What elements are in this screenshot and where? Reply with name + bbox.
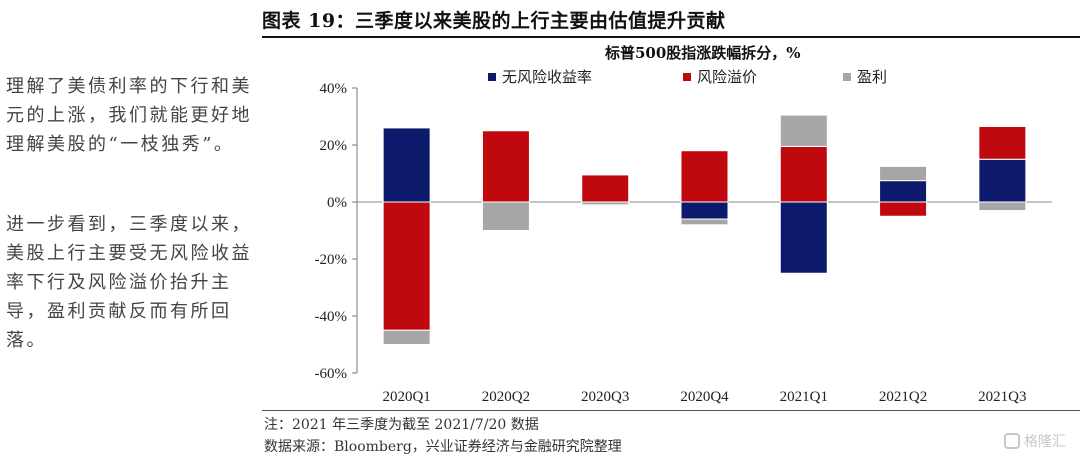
x-category-label: 2021Q3	[978, 389, 1026, 405]
bar-segment	[382, 127, 431, 203]
legend-swatch-risk-premium	[683, 72, 691, 81]
y-tick-label: 20%	[320, 138, 348, 154]
legend-item-earnings: 盈利	[843, 66, 887, 87]
bar-segment	[879, 201, 928, 217]
y-tick-label: -60%	[315, 366, 348, 382]
bar-segment	[680, 150, 729, 203]
legend-label-riskfree: 无风险收益率	[502, 68, 593, 86]
commentary-paragraph-2: 进一步看到，三季度以来，美股上行主要受无风险收益率下行及风险溢价抬升主导，盈利贡…	[6, 214, 252, 351]
footer-rule	[262, 410, 1080, 411]
bar-segment	[680, 201, 729, 220]
watermark-logo-icon	[1004, 433, 1020, 449]
x-category-label: 2020Q2	[482, 389, 530, 405]
legend-swatch-riskfree	[488, 72, 496, 81]
bar-segment	[879, 165, 928, 182]
commentary-paragraph-1: 理解了美债利率的下行和美元的上涨，我们就能更好地理解美股的“一枝独秀”。	[6, 76, 252, 155]
bar-segment	[481, 130, 530, 203]
x-category-label: 2020Q3	[581, 389, 629, 405]
x-category-label: 2021Q2	[879, 389, 927, 405]
title-rule	[262, 36, 1080, 38]
watermark: 格隆汇	[1004, 431, 1066, 451]
figure-title: 图表 19：三季度以来美股的上行主要由估值提升贡献	[262, 10, 726, 32]
x-category-label: 2021Q1	[780, 389, 828, 405]
y-tick-label: -20%	[315, 252, 348, 268]
legend-item-riskfree: 无风险收益率	[488, 66, 592, 87]
x-category-label: 2020Q1	[382, 389, 430, 405]
x-category-label: 2020Q4	[680, 389, 729, 405]
bar-segment	[680, 218, 729, 226]
watermark-text: 格隆汇	[1024, 434, 1066, 450]
bar-segment	[978, 125, 1027, 160]
y-tick-label: 0%	[327, 195, 347, 211]
legend-label-risk-premium: 风险溢价	[697, 68, 758, 86]
legend-swatch-earnings	[843, 72, 851, 81]
bar-segment	[779, 114, 828, 147]
footnote: 注：2021 年三季度为截至 2021/7/20 数据	[264, 417, 539, 433]
bar-segment	[481, 201, 530, 231]
bar-segment	[779, 145, 828, 203]
y-tick-label: -40%	[315, 309, 348, 325]
data-source: 数据来源：Bloomberg，兴业证券经济与金融研究院整理	[264, 439, 622, 455]
stacked-bar-chart: -60% -40% -20% 0% 20% 40% 2020Q1 2020Q2 2020Q3 20…	[315, 81, 1052, 405]
bar-segment	[382, 329, 431, 345]
y-tick-label: 40%	[320, 81, 348, 97]
bar-segment	[581, 174, 630, 203]
bar-segment	[978, 158, 1027, 203]
bar-segment	[779, 201, 828, 274]
bar-segment	[879, 180, 928, 203]
legend-item-risk-premium: 风险溢价	[683, 66, 757, 87]
bar-segment	[382, 201, 431, 331]
chart-title: 标普500股指涨跌幅拆分，%	[605, 44, 801, 62]
bar-segment	[978, 201, 1027, 212]
legend-label-earnings: 盈利	[857, 68, 888, 86]
bar-segment	[581, 201, 630, 206]
